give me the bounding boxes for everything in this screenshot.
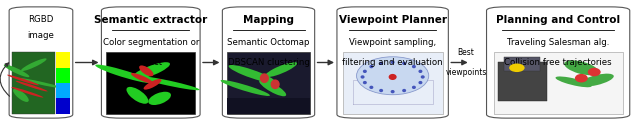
Ellipse shape [260,73,269,83]
Text: viewpoints: viewpoints [445,68,487,77]
Ellipse shape [12,87,44,98]
Bar [227,52,310,114]
Text: image: image [28,31,54,40]
Ellipse shape [265,62,297,77]
Bar [56,52,70,68]
Ellipse shape [564,60,598,75]
Ellipse shape [131,62,170,80]
Text: Best: Best [458,48,475,57]
Ellipse shape [369,65,373,68]
Ellipse shape [363,81,367,84]
Text: Semantic Octomap: Semantic Octomap [227,38,310,47]
Ellipse shape [138,76,200,90]
Ellipse shape [15,81,47,92]
Ellipse shape [412,65,416,68]
Text: RGBD: RGBD [28,15,54,24]
Ellipse shape [356,57,429,95]
Ellipse shape [388,74,397,80]
Ellipse shape [369,86,373,89]
Ellipse shape [131,73,153,83]
Ellipse shape [139,65,154,76]
Bar [56,68,70,83]
Ellipse shape [221,80,270,96]
Text: Mapping: Mapping [243,15,294,25]
Bar [56,83,70,98]
Ellipse shape [143,79,161,90]
Bar [56,98,70,114]
Ellipse shape [390,61,395,64]
Ellipse shape [509,64,525,72]
Bar [342,52,443,114]
FancyBboxPatch shape [337,7,449,118]
Bar [106,52,195,114]
Ellipse shape [95,65,153,83]
Ellipse shape [402,89,406,92]
Ellipse shape [148,92,171,105]
Ellipse shape [18,78,63,88]
Text: Semantic extractor: Semantic extractor [94,15,207,25]
FancyBboxPatch shape [486,7,630,118]
Bar [497,62,547,102]
Ellipse shape [4,64,29,77]
Text: Traveling Salesman alg.: Traveling Salesman alg. [507,38,609,47]
Ellipse shape [419,81,422,84]
FancyBboxPatch shape [9,7,73,118]
Text: Planning and Control: Planning and Control [496,15,620,25]
Ellipse shape [379,89,383,92]
Ellipse shape [363,70,367,73]
Ellipse shape [127,87,148,104]
Ellipse shape [580,74,614,86]
Ellipse shape [379,62,383,65]
Text: DBSCAN clustering: DBSCAN clustering [228,58,310,67]
FancyBboxPatch shape [101,7,200,118]
Ellipse shape [412,86,416,89]
Text: Viewpoint Planner: Viewpoint Planner [339,15,447,25]
Ellipse shape [402,62,406,65]
Ellipse shape [420,75,425,79]
Text: Yolact: Yolact [138,58,163,67]
Ellipse shape [588,68,601,76]
Ellipse shape [390,90,395,93]
Ellipse shape [271,79,280,89]
Ellipse shape [228,65,275,83]
FancyBboxPatch shape [227,98,310,114]
Ellipse shape [556,76,592,87]
Ellipse shape [21,58,47,71]
Text: Collision free trajectories: Collision free trajectories [504,58,612,67]
Text: Viewpoint sampling,: Viewpoint sampling, [349,38,436,47]
Text: Color segmentation or: Color segmentation or [102,38,199,47]
Ellipse shape [419,70,422,73]
FancyBboxPatch shape [12,52,55,114]
Ellipse shape [13,89,29,102]
Ellipse shape [259,80,286,96]
Text: filtering and evaluation: filtering and evaluation [342,58,443,67]
Bar [493,52,623,114]
Bar [504,57,540,71]
Ellipse shape [360,75,365,79]
Ellipse shape [575,74,588,82]
Ellipse shape [7,75,39,85]
FancyBboxPatch shape [222,7,315,118]
